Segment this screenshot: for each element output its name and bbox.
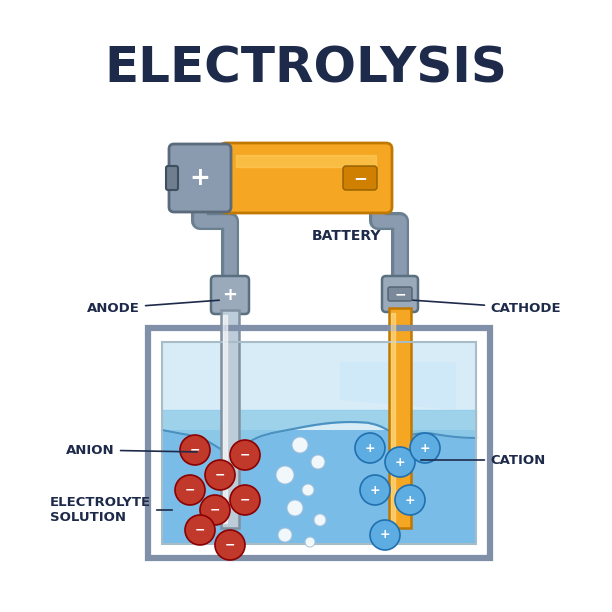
Text: −: −	[225, 539, 235, 551]
Text: +: +	[420, 441, 430, 455]
Text: −: −	[215, 469, 225, 482]
FancyBboxPatch shape	[343, 166, 377, 190]
Circle shape	[276, 466, 294, 484]
FancyBboxPatch shape	[388, 287, 412, 301]
Text: CATION: CATION	[421, 453, 545, 466]
Circle shape	[175, 475, 205, 505]
Text: −: −	[195, 523, 205, 537]
Circle shape	[230, 440, 260, 470]
Text: ELECTROLYSIS: ELECTROLYSIS	[105, 44, 507, 92]
Text: +: +	[405, 493, 416, 507]
Circle shape	[215, 530, 245, 560]
Circle shape	[230, 485, 260, 515]
FancyBboxPatch shape	[220, 143, 392, 213]
Text: +: +	[379, 529, 390, 542]
Text: ELECTROLYTE
SOLUTION: ELECTROLYTE SOLUTION	[50, 496, 172, 524]
FancyBboxPatch shape	[211, 276, 249, 314]
Bar	[389, 308, 411, 528]
Circle shape	[180, 435, 210, 465]
Text: −: −	[394, 287, 406, 301]
Circle shape	[305, 537, 315, 547]
Circle shape	[205, 460, 235, 490]
Text: BATTERY: BATTERY	[312, 229, 381, 243]
Circle shape	[395, 485, 425, 515]
Bar	[221, 310, 239, 528]
Polygon shape	[340, 362, 456, 410]
Circle shape	[385, 447, 415, 477]
Circle shape	[287, 500, 303, 516]
Text: −: −	[353, 169, 367, 187]
FancyBboxPatch shape	[166, 166, 178, 190]
Text: ANODE: ANODE	[87, 300, 219, 315]
Circle shape	[370, 520, 400, 550]
Text: +: +	[223, 286, 237, 304]
Circle shape	[200, 495, 230, 525]
Circle shape	[410, 433, 440, 463]
Circle shape	[185, 515, 215, 545]
Text: −: −	[190, 444, 200, 457]
Text: −: −	[240, 449, 250, 461]
Text: +: +	[395, 455, 405, 469]
Text: −: −	[185, 483, 195, 496]
Circle shape	[314, 514, 326, 526]
Circle shape	[311, 455, 325, 469]
Circle shape	[355, 433, 385, 463]
FancyBboxPatch shape	[382, 276, 418, 312]
Polygon shape	[162, 342, 476, 430]
Text: +: +	[190, 166, 211, 190]
Polygon shape	[162, 430, 476, 544]
Circle shape	[278, 528, 292, 542]
Text: +: +	[365, 441, 375, 455]
Text: +: +	[370, 483, 380, 496]
Text: −: −	[240, 493, 250, 507]
Circle shape	[360, 475, 390, 505]
Circle shape	[302, 484, 314, 496]
Text: CATHODE: CATHODE	[412, 300, 561, 315]
FancyBboxPatch shape	[169, 144, 231, 212]
Text: −: −	[210, 504, 220, 517]
Text: ANION: ANION	[66, 444, 197, 457]
Circle shape	[292, 437, 308, 453]
